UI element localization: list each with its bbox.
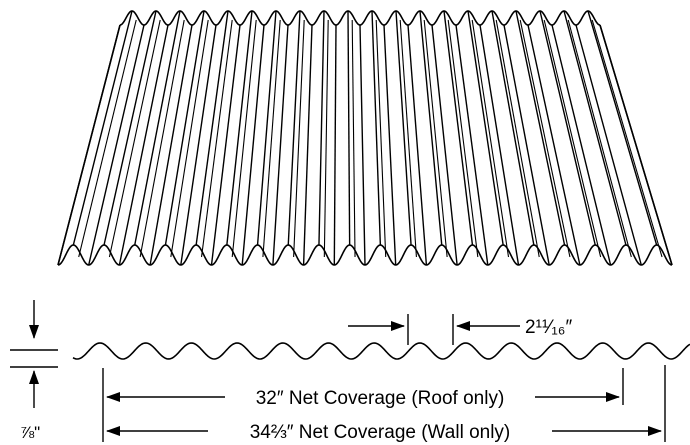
coverage-extension-lines (102, 365, 666, 442)
depth-label: ⅞" (20, 423, 40, 442)
corrugated-sheet-illustration (57, 10, 673, 266)
depth-dimension (10, 300, 58, 408)
pitch-dimension (348, 314, 520, 345)
pitch-label: 2¹¹⁄₁₆″ (525, 317, 572, 338)
roof-coverage-label: 32″ Net Coverage (Roof only) (256, 388, 505, 409)
wall-coverage-label: 34⅔″ Net Coverage (Wall only) (250, 422, 511, 443)
panel-profile-cross-section (72, 342, 690, 360)
